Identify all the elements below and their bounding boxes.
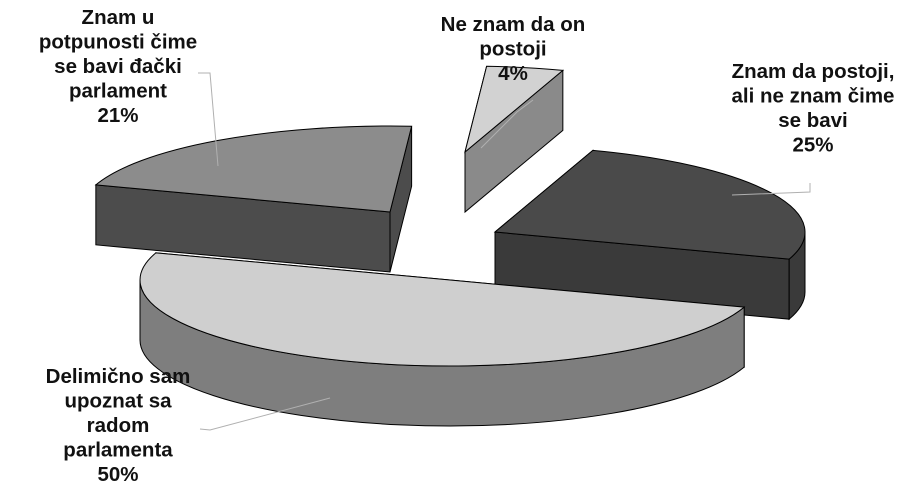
pie-slice-0 [464, 65, 565, 214]
slice-label-line-1-2: se bavi [778, 109, 848, 132]
leader-line-1 [731, 183, 811, 196]
slice-label-line-3-3: parlament [69, 80, 167, 103]
slice-label-3: Znam u potpunosti čime se bavi đački parlam… [39, 6, 197, 127]
pie-slices [94, 65, 806, 427]
leader-line-0 [480, 99, 534, 149]
slice-label-1: Znam da postoji, ali ne znam čime se bavi 2… [732, 60, 895, 157]
slice-labels: Ne znam da on postoji 4% Znam da postoji, al… [39, 6, 895, 486]
slice-label-line-2-1: upoznat sa [64, 390, 172, 413]
pie-slice-2 [139, 252, 746, 427]
slice-label-0: Ne znam da on postoji 4% [441, 13, 586, 85]
slice-top-0 [464, 65, 565, 154]
slice-label-line-3-1: potpunosti čime [39, 31, 197, 54]
slice-top-2 [139, 252, 746, 367]
leader-line-3 [198, 72, 219, 167]
slice-percent-0: 4% [498, 62, 528, 85]
slice-percent-1: 25% [792, 134, 833, 157]
slice-label-line-3-2: se bavi đački [54, 55, 182, 78]
slice-label-line-1-1: ali ne znam čime [732, 85, 895, 108]
slice-percent-2: 50% [97, 463, 138, 486]
slice-label-line-0-1: postoji [479, 38, 546, 61]
slice-top-3 [94, 125, 413, 213]
leader-lines [198, 72, 811, 431]
slice-percent-3: 21% [97, 104, 138, 127]
slice-label-line-2-3: parlamenta [63, 439, 173, 462]
slice-label-line-2-0: Delimično sam [46, 365, 191, 388]
slice-label-line-2-2: radom [87, 414, 150, 437]
slice-label-line-1-0: Znam da postoji, [732, 60, 895, 83]
pie-slice-3 [94, 125, 413, 273]
slice-label-2: Delimično sam upoznat sa radom parlamenta 50… [46, 365, 191, 486]
leader-line-2 [199, 397, 331, 431]
slice-label-line-0-0: Ne znam da on [441, 13, 586, 36]
slice-label-line-3-0: Znam u [82, 6, 155, 29]
